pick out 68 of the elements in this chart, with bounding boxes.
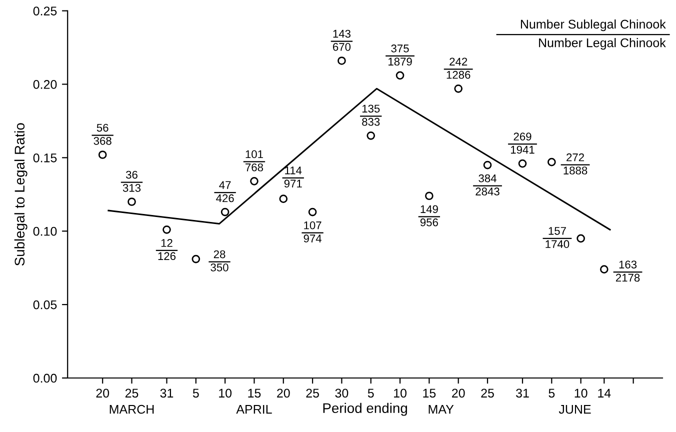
point	[518, 159, 527, 168]
annotation: 269 1941	[511, 132, 534, 154]
annotation: Number Sublegal Chinook	[520, 19, 666, 32]
x-tick-label: 20	[96, 388, 110, 398]
x-tick-label: 25	[125, 388, 138, 398]
annotation: 101 768	[246, 150, 264, 172]
point	[600, 265, 608, 274]
x-tick-label: 5	[548, 388, 555, 398]
point	[192, 254, 200, 264]
annotation: 12 126	[158, 239, 176, 260]
x-tick-label: 15	[423, 388, 436, 398]
y-tick-label: 0.00	[33, 374, 57, 383]
y-tick-label: 0.05	[33, 300, 57, 310]
x-tick-label: 14	[598, 388, 611, 398]
text: MARCH	[110, 404, 154, 414]
x-tick-label: 25	[306, 388, 319, 398]
point	[220, 208, 230, 216]
x-tick-label: 5	[368, 388, 374, 398]
annotation: 157 1740	[546, 227, 570, 248]
point	[162, 225, 171, 234]
annotation: 114 971	[284, 166, 302, 188]
annotation: 36 313	[122, 170, 141, 192]
annotation: 375 1879	[388, 44, 412, 66]
annotation: Number Legal Chinook	[539, 38, 666, 50]
point	[308, 208, 317, 216]
text: JUNE	[558, 405, 591, 414]
annotation: 135 833	[362, 104, 380, 126]
point	[576, 234, 585, 243]
x-tick-label: 10	[219, 388, 232, 398]
x-tick-label: 20	[277, 388, 290, 398]
point	[454, 84, 463, 93]
point	[425, 192, 434, 200]
point	[128, 198, 136, 206]
annotation: 56 368	[94, 124, 112, 145]
x-tick-label: 20	[452, 388, 465, 398]
point	[483, 160, 492, 170]
annotation: 47 426	[216, 181, 234, 202]
annotation: 28 350	[210, 250, 228, 272]
x-tick-label: 10	[574, 388, 588, 398]
annotation: 107 974	[304, 221, 322, 242]
point	[396, 71, 404, 80]
x-tick-label: 10	[394, 388, 406, 398]
y-axis-title: Sublegal to Legal Ratio	[14, 123, 28, 266]
point	[250, 177, 258, 186]
point	[366, 131, 376, 140]
annotation: 242 1286	[446, 58, 470, 79]
x-tick-label: 30	[335, 388, 348, 398]
y-tick-label: 0.10	[33, 226, 57, 236]
text: APRIL	[236, 405, 272, 414]
x-tick-label: 25	[481, 388, 494, 398]
annotation: 149 956	[420, 205, 438, 226]
y-tick-label: 0.25	[33, 6, 57, 16]
annotation: 384 2843	[476, 174, 500, 196]
point	[98, 150, 107, 159]
y-tick-label: 0.15	[33, 153, 57, 162]
annotation: 143 670	[333, 30, 351, 51]
point	[338, 56, 346, 65]
annotation: 163 2178	[616, 260, 640, 282]
point	[279, 194, 288, 203]
x-tick-label: 15	[248, 388, 261, 398]
x-tick-label: 5	[192, 388, 199, 398]
x-tick-label: 31	[516, 388, 529, 398]
point	[548, 158, 556, 166]
y-tick-label: 0.20	[33, 80, 57, 89]
annotation: 272 1888	[564, 153, 588, 174]
x-tick-label: 31	[160, 388, 174, 398]
text: MAY	[428, 405, 454, 414]
x-axis-title: Period ending	[323, 402, 408, 416]
